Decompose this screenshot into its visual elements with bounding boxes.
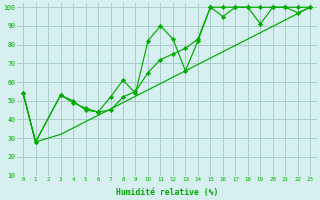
X-axis label: Humidité relative (%): Humidité relative (%) bbox=[116, 188, 218, 197]
